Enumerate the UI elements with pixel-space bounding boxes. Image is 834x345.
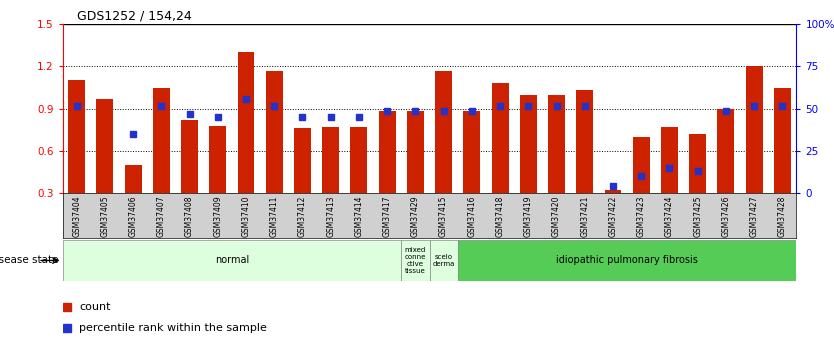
Text: mixed
conne
ctive
tissue: mixed conne ctive tissue bbox=[404, 247, 426, 274]
Text: percentile rank within the sample: percentile rank within the sample bbox=[79, 323, 267, 333]
Text: GSM37406: GSM37406 bbox=[128, 195, 138, 237]
Text: GSM37423: GSM37423 bbox=[636, 195, 646, 237]
Bar bbox=[774, 88, 791, 193]
Text: GSM37422: GSM37422 bbox=[609, 195, 617, 237]
Text: GSM37429: GSM37429 bbox=[411, 195, 420, 237]
Bar bbox=[576, 90, 593, 193]
Bar bbox=[520, 95, 537, 193]
Text: GSM37408: GSM37408 bbox=[185, 195, 194, 237]
Bar bbox=[717, 109, 735, 193]
Bar bbox=[401, 240, 430, 281]
Text: GSM37417: GSM37417 bbox=[383, 195, 392, 237]
Bar bbox=[322, 127, 339, 193]
Bar bbox=[68, 80, 85, 193]
Text: GSM37425: GSM37425 bbox=[693, 195, 702, 237]
Bar bbox=[746, 66, 762, 193]
Text: GSM37416: GSM37416 bbox=[467, 195, 476, 237]
Text: GSM37428: GSM37428 bbox=[778, 195, 786, 237]
Text: GSM37407: GSM37407 bbox=[157, 195, 166, 237]
Bar bbox=[464, 111, 480, 193]
Bar bbox=[181, 120, 198, 193]
Text: GSM37418: GSM37418 bbox=[495, 195, 505, 237]
Text: GSM37409: GSM37409 bbox=[214, 195, 223, 237]
Text: GSM37426: GSM37426 bbox=[721, 195, 731, 237]
Text: GSM37419: GSM37419 bbox=[524, 195, 533, 237]
Text: normal: normal bbox=[215, 256, 249, 265]
Text: GSM37424: GSM37424 bbox=[665, 195, 674, 237]
Bar bbox=[350, 127, 368, 193]
Bar bbox=[458, 240, 796, 281]
Bar bbox=[661, 127, 678, 193]
Text: idiopathic pulmonary fibrosis: idiopathic pulmonary fibrosis bbox=[556, 256, 698, 265]
Bar bbox=[407, 111, 424, 193]
Text: GSM37404: GSM37404 bbox=[73, 195, 81, 237]
Bar bbox=[548, 95, 565, 193]
Text: GSM37427: GSM37427 bbox=[750, 195, 759, 237]
Text: scelo
derma: scelo derma bbox=[433, 254, 455, 267]
Text: GDS1252 / 154,24: GDS1252 / 154,24 bbox=[78, 10, 192, 23]
Text: count: count bbox=[79, 302, 111, 312]
Bar bbox=[63, 240, 401, 281]
Bar bbox=[435, 71, 452, 193]
Bar bbox=[209, 126, 226, 193]
Text: GSM37410: GSM37410 bbox=[242, 195, 250, 237]
Text: GSM37420: GSM37420 bbox=[552, 195, 561, 237]
Text: GSM37411: GSM37411 bbox=[269, 195, 279, 237]
Bar bbox=[97, 99, 113, 193]
Bar bbox=[605, 190, 621, 193]
Text: GSM37412: GSM37412 bbox=[298, 195, 307, 237]
Bar bbox=[689, 134, 706, 193]
Bar bbox=[266, 71, 283, 193]
Bar bbox=[379, 111, 395, 193]
Bar bbox=[238, 52, 254, 193]
Text: GSM37413: GSM37413 bbox=[326, 195, 335, 237]
Text: GSM37405: GSM37405 bbox=[100, 195, 109, 237]
Text: GSM37421: GSM37421 bbox=[580, 195, 590, 237]
Bar bbox=[633, 137, 650, 193]
Bar bbox=[491, 83, 509, 193]
Text: GSM37415: GSM37415 bbox=[440, 195, 448, 237]
Bar bbox=[294, 128, 311, 193]
Bar bbox=[153, 88, 170, 193]
Bar bbox=[430, 240, 458, 281]
Bar bbox=[124, 165, 142, 193]
Text: GSM37414: GSM37414 bbox=[354, 195, 364, 237]
Text: disease state: disease state bbox=[0, 256, 58, 265]
